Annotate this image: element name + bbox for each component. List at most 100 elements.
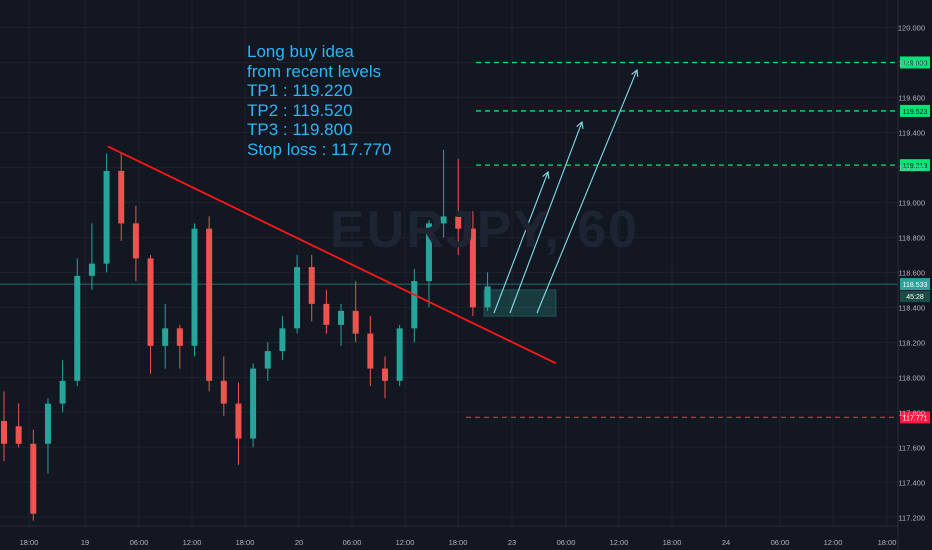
- candle-body: [338, 310, 345, 325]
- x-tick-label: 18:00: [20, 538, 39, 547]
- annotation-line: TP2 : 119.520: [247, 100, 353, 120]
- y-tick-label: 119.800: [898, 58, 925, 67]
- current-price-bg: [900, 278, 930, 291]
- x-tick-label: 18:00: [663, 538, 682, 547]
- y-tick-label: 119.600: [898, 93, 925, 102]
- candle-body: [484, 286, 491, 308]
- trendline: [107, 145, 557, 365]
- entry-zone-box: [483, 289, 557, 317]
- y-tick-label: 119.400: [898, 128, 925, 137]
- candle-body: [103, 170, 110, 264]
- x-tick-label: 06:00: [771, 538, 790, 547]
- x-tick-label: 23: [508, 538, 516, 547]
- level-label: 119.800: [903, 60, 928, 67]
- x-tick-label: 24: [722, 538, 730, 547]
- candle-body: [147, 258, 154, 346]
- candle-body: [44, 403, 51, 444]
- candle-body: [162, 328, 169, 346]
- candle-body: [396, 328, 403, 381]
- y-tick-label: 120.000: [898, 23, 925, 32]
- candle-body: [15, 426, 22, 444]
- level-label-bg: [900, 56, 930, 69]
- candle-body: [352, 310, 359, 334]
- x-tick-label: 06:00: [343, 538, 362, 547]
- level-label: 119.523: [903, 109, 928, 116]
- candle-body: [469, 228, 476, 308]
- current-price-label: 118.533: [903, 282, 928, 289]
- target-arrow: [509, 121, 583, 314]
- candle-body: [411, 281, 418, 329]
- candle-body: [323, 303, 330, 325]
- candle-body: [118, 170, 125, 224]
- annotation-line: Stop loss : 117.770: [247, 139, 392, 159]
- y-tick-label: 119.200: [898, 163, 925, 172]
- x-tick-label: 06:00: [557, 538, 576, 547]
- candlesticks: [1, 149, 491, 521]
- x-tick-label: 12:00: [824, 538, 843, 547]
- symbol-watermark: EURJPY, 60: [330, 201, 640, 259]
- x-tick-label: 12:00: [396, 538, 415, 547]
- candle-body: [88, 263, 95, 276]
- candle-body: [250, 368, 257, 439]
- candle-body: [30, 443, 37, 514]
- x-tick-label: 19: [81, 538, 89, 547]
- price-levels: 119.800 119.523 119.213 117.771 118.533 45:28: [0, 56, 930, 424]
- arrow-head: [542, 170, 550, 180]
- target-arrow: [493, 171, 549, 314]
- drawings: [107, 68, 639, 365]
- y-tick-label: 118.200: [898, 338, 925, 347]
- candle-body: [1, 421, 7, 444]
- arrow-head: [631, 68, 639, 78]
- level-label-bg: [900, 411, 930, 424]
- candle-body: [308, 267, 315, 304]
- trade-idea-annotation[interactable]: Long buy idea from recent levels TP1 : 1…: [247, 42, 391, 159]
- level-label-bg: [900, 159, 930, 172]
- chart-grid: [0, 0, 898, 526]
- y-tick-label: 118.800: [898, 233, 925, 242]
- candle-body: [279, 328, 286, 352]
- x-tick-label: 06:00: [130, 538, 149, 547]
- countdown-bg: [900, 291, 930, 303]
- level-label: 119.213: [903, 163, 928, 170]
- level-label-bg: [900, 104, 930, 117]
- candle-body: [176, 328, 183, 346]
- level-label: 117.771: [903, 415, 928, 422]
- y-tick-label: 119.000: [898, 198, 925, 207]
- candle-body: [220, 380, 227, 404]
- candle-body: [132, 223, 139, 259]
- candle-body: [425, 223, 432, 282]
- x-tick-label: 12:00: [183, 538, 202, 547]
- candle-body: [381, 368, 388, 381]
- annotation-line: from recent levels: [247, 61, 382, 81]
- candle-body: [206, 228, 213, 381]
- candle-body: [74, 275, 81, 381]
- y-tick-label: 118.400: [898, 303, 925, 312]
- candle-body: [59, 380, 66, 404]
- x-tick-label: 18:00: [236, 538, 255, 547]
- y-tick-label: 118.600: [898, 268, 925, 277]
- candle-body: [294, 267, 301, 329]
- y-tick-label: 117.200: [898, 513, 925, 522]
- x-tick-label: 18:00: [449, 538, 468, 547]
- candle-body: [264, 351, 271, 369]
- y-tick-label: 118.000: [898, 373, 925, 382]
- y-tick-label: 117.400: [898, 478, 925, 487]
- x-tick-label: 18:00: [878, 538, 897, 547]
- candle-body: [191, 228, 198, 346]
- countdown-label: 45:28: [906, 294, 924, 301]
- x-tick-label: 20: [295, 538, 303, 547]
- y-tick-label: 117.800: [898, 408, 925, 417]
- candle-body: [235, 403, 242, 439]
- y-axis[interactable]: 120.000 119.800 119.600 119.400 119.200 119.0…: [897, 0, 925, 550]
- annotation-line: TP3 : 119.800: [247, 120, 353, 139]
- annotation-line: TP1 : 119.220: [247, 81, 353, 100]
- candle-body: [440, 216, 447, 224]
- candle-body: [367, 333, 374, 369]
- y-tick-label: 117.600: [898, 443, 925, 452]
- x-tick-label: 12:00: [610, 538, 629, 547]
- arrow-head: [576, 120, 584, 130]
- candle-body: [455, 216, 462, 229]
- target-arrow: [536, 69, 638, 314]
- x-axis[interactable]: 18:00 19 06:00 12:00 18:00 20 06:00 12:00 18:00 2…: [0, 525, 898, 547]
